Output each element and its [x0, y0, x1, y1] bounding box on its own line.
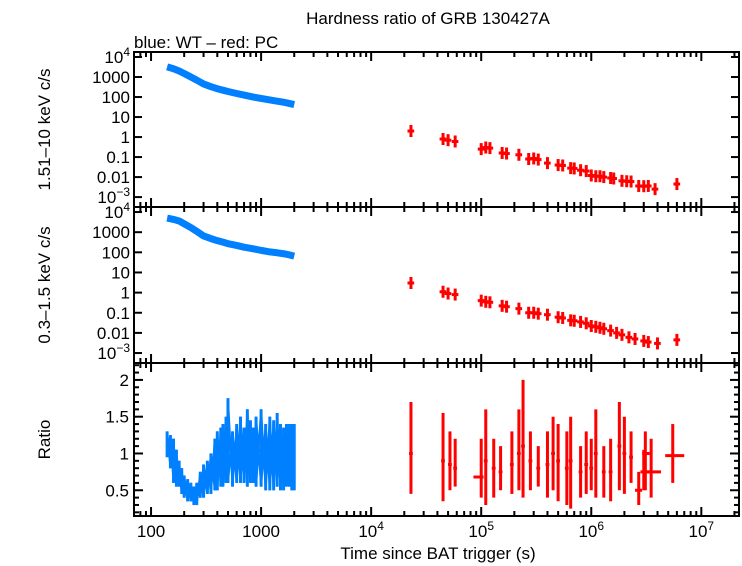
x-axis-label: Time since BAT trigger (s)	[340, 544, 535, 563]
y-tick-label: 1000	[92, 223, 130, 242]
y-tick-label: 0.1	[106, 148, 130, 167]
y-axis-label: 0.3–1.5 keV c/s	[35, 226, 54, 343]
x-tick-label: 106	[578, 519, 604, 541]
data-layer	[166, 214, 681, 350]
y-tick-label: 104	[104, 200, 130, 222]
series-PC	[409, 379, 685, 509]
y-tick-label: 0.01	[97, 324, 130, 343]
data-layer	[165, 379, 685, 509]
series-WT	[166, 214, 296, 260]
x-tick-label: 105	[468, 519, 494, 541]
series-WT	[166, 63, 296, 108]
x-tick-label: 107	[689, 519, 715, 541]
x-tick-label: 104	[358, 519, 384, 541]
series-PC	[407, 276, 681, 350]
y-tick-label: 100	[102, 88, 130, 107]
chart-title: Hardness ratio of GRB 130427A	[306, 9, 550, 28]
panel-3: 0.5 1 1.5 2 Ratio	[35, 362, 740, 517]
wt-count-rate-band	[166, 214, 296, 260]
y-tick-label: 0.01	[97, 168, 130, 187]
y-axis-label: 1.51–10 keV c/s	[35, 69, 54, 191]
y-tick-label: 100	[102, 243, 130, 262]
y-axis-label: Ratio	[35, 420, 54, 460]
y-tick-label: 1.5	[105, 408, 129, 427]
series-PC	[407, 125, 681, 196]
x-tick-label: 100	[137, 522, 165, 541]
data-layer	[166, 63, 681, 196]
series-WT	[165, 398, 296, 506]
chart-subtitle: blue: WT – red: PC	[134, 33, 278, 52]
y-tick-label: 10	[111, 263, 130, 282]
y-tick-label: 1	[121, 128, 130, 147]
y-tick-label: 2	[120, 371, 129, 390]
wt-ratio-line	[165, 438, 296, 499]
y-tick-label: 104	[104, 45, 130, 67]
y-tick-label: 1	[120, 444, 129, 463]
x-tick-label: 1000	[242, 522, 280, 541]
y-tick-label: 0.1	[106, 304, 130, 323]
y-tick-label: 1	[121, 284, 130, 303]
y-tick-label: 10−3	[97, 185, 130, 207]
y-tick-label: 0.5	[105, 481, 129, 500]
y-tick-label: 1000	[92, 68, 130, 87]
y-tick-label: 10	[111, 108, 130, 127]
y-tick-label: 10−3	[97, 341, 130, 363]
wt-count-rate-band	[166, 63, 296, 108]
